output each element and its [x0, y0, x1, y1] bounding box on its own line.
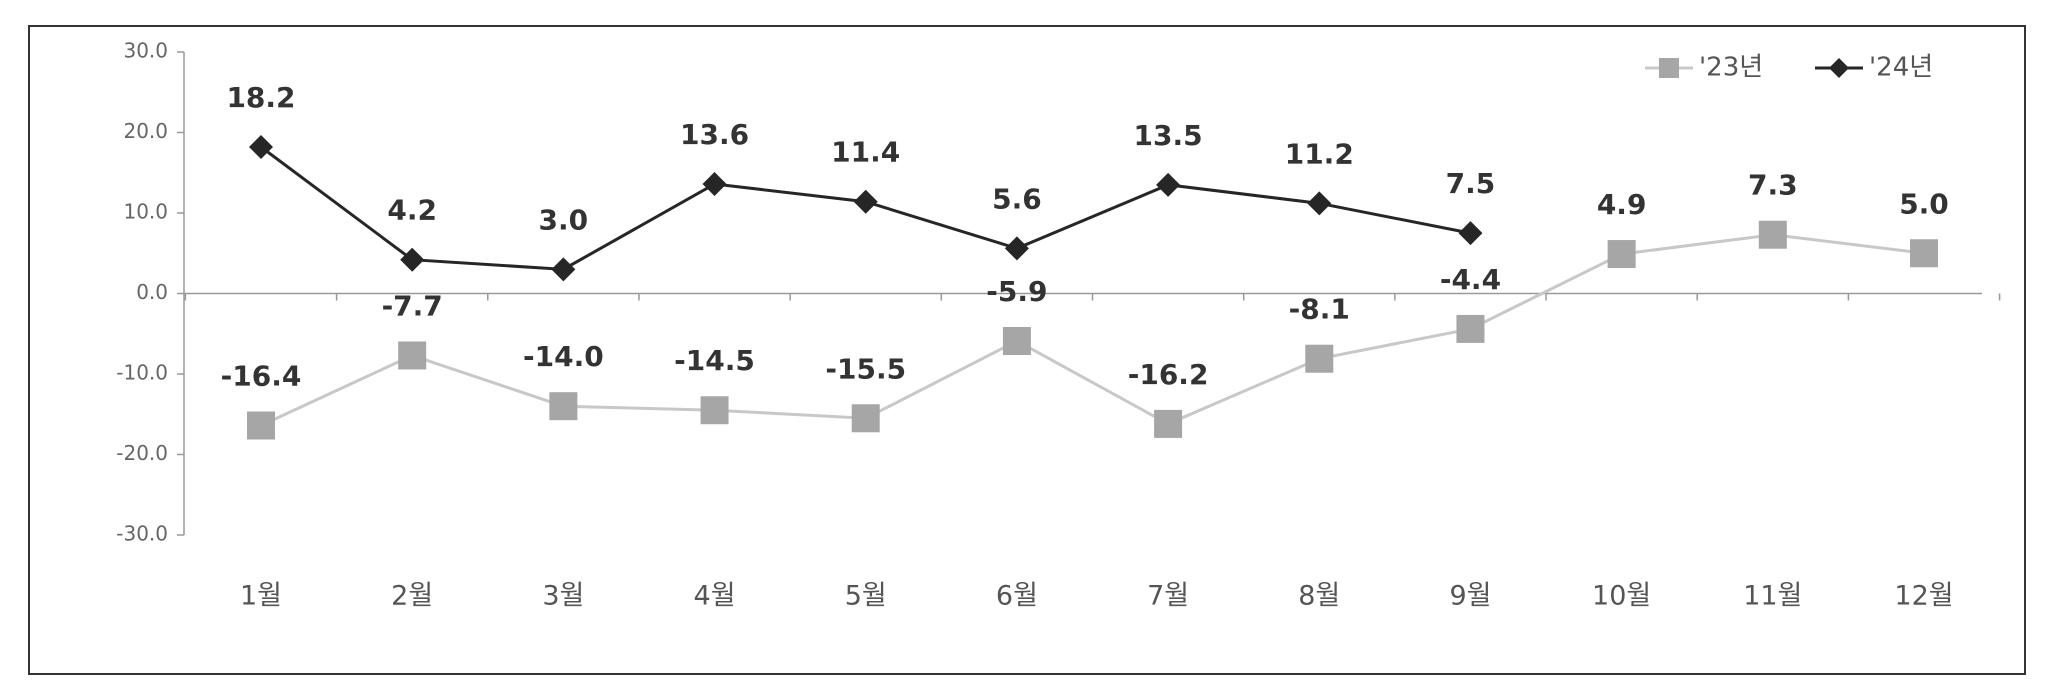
data-label: -15.5 [825, 352, 906, 385]
data-point [400, 247, 425, 272]
data-label: 13.5 [1134, 119, 1203, 152]
chart-frame [28, 25, 2026, 675]
series-line [260, 233, 1925, 427]
data-label: 4.2 [387, 194, 437, 227]
x-tick-label: 9월 [1449, 581, 1491, 612]
data-point [1910, 239, 1938, 268]
y-tick-label: 30.0 [123, 39, 168, 63]
data-point [1758, 220, 1787, 249]
legend-label: '23년 [1699, 53, 1763, 83]
data-point [1156, 172, 1181, 197]
data-point [700, 396, 729, 425]
x-tick-label: 3월 [542, 581, 584, 612]
x-tick-label: 1월 [240, 581, 282, 612]
y-tick-label: -10.0 [116, 361, 168, 385]
data-label: 5.0 [1899, 187, 1949, 220]
x-tick-label: 2월 [391, 581, 433, 612]
x-tick-label: 10월 [1592, 581, 1651, 612]
data-point [247, 411, 275, 440]
data-label: -8.1 [1289, 293, 1350, 326]
data-point [249, 134, 273, 159]
data-label: -16.4 [221, 360, 302, 393]
data-label: 18.2 [226, 81, 295, 114]
x-tick-label: 5월 [845, 581, 887, 612]
legend-marker [1659, 58, 1679, 78]
legend-label: '24년 [1869, 53, 1933, 83]
data-label: -7.7 [382, 289, 443, 322]
data-point [1456, 314, 1485, 343]
data-point [1607, 240, 1636, 269]
data-label: 3.0 [539, 203, 589, 236]
x-tick-label: 11월 [1743, 581, 1802, 612]
data-point [851, 404, 880, 433]
data-point [551, 257, 576, 282]
data-point [1002, 326, 1031, 355]
data-point [1305, 344, 1334, 373]
y-tick-label: 0.0 [136, 280, 168, 304]
data-point [1307, 191, 1332, 216]
data-label: 5.6 [992, 182, 1042, 215]
data-label: 11.4 [831, 136, 900, 169]
data-label: 11.2 [1285, 137, 1354, 170]
legend-marker [1829, 58, 1849, 78]
x-tick-label: 8월 [1298, 581, 1340, 612]
x-tick-label: 4월 [694, 581, 736, 612]
x-tick-label: 7월 [1147, 581, 1189, 612]
x-tick-label: 12월 [1894, 581, 1953, 612]
y-tick-label: -30.0 [116, 522, 168, 546]
data-label: -14.5 [674, 344, 755, 377]
data-label: 13.6 [680, 118, 749, 151]
data-point [1458, 221, 1483, 246]
data-point [1154, 409, 1183, 438]
data-label: 7.3 [1748, 169, 1798, 202]
data-label: -16.2 [1128, 358, 1209, 391]
data-point [853, 189, 878, 214]
data-point [549, 392, 578, 421]
data-label: 4.9 [1597, 188, 1647, 221]
y-tick-label: 20.0 [123, 119, 168, 143]
data-point [398, 341, 427, 370]
data-label: 7.5 [1446, 167, 1496, 200]
y-tick-label: -20.0 [116, 441, 168, 465]
data-point [702, 172, 727, 197]
y-tick-label: 10.0 [123, 200, 168, 224]
data-label: -14.0 [523, 340, 604, 373]
data-label: -5.9 [986, 275, 1047, 308]
x-tick-label: 6월 [996, 581, 1038, 612]
data-label: -4.4 [1440, 263, 1501, 296]
data-point [1004, 236, 1029, 261]
